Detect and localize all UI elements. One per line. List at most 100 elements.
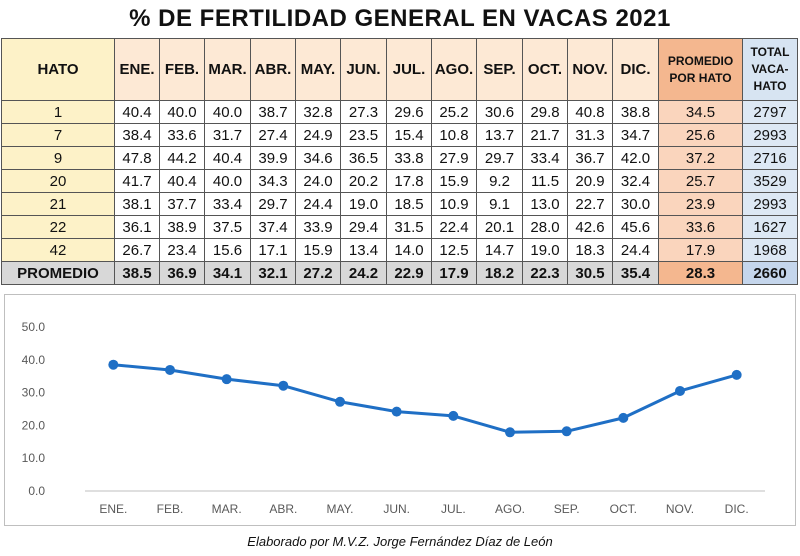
header-month: ABR. — [250, 38, 296, 101]
x-tick-label: ABR. — [269, 502, 297, 516]
total-cell: 2797 — [742, 100, 798, 124]
month-value-cell: 29.7 — [476, 146, 523, 170]
month-value-cell: 17.1 — [250, 238, 296, 262]
month-value-cell: 42.0 — [612, 146, 659, 170]
month-value-cell: 14.0 — [386, 238, 432, 262]
hato-cell: 7 — [1, 123, 115, 147]
average-value-cell: 35.4 — [612, 261, 659, 285]
total-cell: 2993 — [742, 192, 798, 216]
month-value-cell: 29.7 — [250, 192, 296, 216]
month-value-cell: 38.9 — [159, 215, 205, 239]
month-value-cell: 32.8 — [295, 100, 341, 124]
month-value-cell: 9.1 — [476, 192, 523, 216]
header-month: ENE. — [114, 38, 160, 101]
month-value-cell: 13.4 — [340, 238, 387, 262]
month-value-cell: 29.6 — [386, 100, 432, 124]
y-tick-label: 20.0 — [22, 418, 46, 432]
x-tick-label: DIC. — [725, 502, 749, 516]
month-value-cell: 34.6 — [295, 146, 341, 170]
month-value-cell: 10.8 — [431, 123, 477, 147]
total-cell: 2716 — [742, 146, 798, 170]
month-value-cell: 33.4 — [204, 192, 251, 216]
promedio-cell: 34.5 — [658, 100, 743, 124]
fertility-line-chart: 0.0 10.0 20.0 30.0 40.0 50.0 ENE. FEB. MAR. ABR. M… — [22, 320, 765, 516]
month-value-cell: 41.7 — [114, 169, 160, 193]
month-value-cell: 24.0 — [295, 169, 341, 193]
x-tick-label: FEB. — [157, 502, 184, 516]
month-value-cell: 40.0 — [204, 100, 251, 124]
average-value-cell: 38.5 — [114, 261, 160, 285]
x-tick-label: NOV. — [666, 502, 694, 516]
month-value-cell: 24.4 — [612, 238, 659, 262]
month-value-cell: 26.7 — [114, 238, 160, 262]
y-tick-label: 50.0 — [22, 320, 46, 334]
total-cell: 1968 — [742, 238, 798, 262]
table-row: 7 38.4 33.6 31.7 27.4 24.9 23.5 15.4 10.8 13.7 21.… — [1, 123, 798, 147]
x-tick-label: MAR. — [212, 502, 242, 516]
month-value-cell: 10.9 — [431, 192, 477, 216]
month-value-cell: 37.4 — [250, 215, 296, 239]
month-value-cell: 34.3 — [250, 169, 296, 193]
series-line — [111, 363, 739, 434]
data-point — [618, 412, 629, 423]
month-value-cell: 29.8 — [522, 100, 568, 124]
average-value-cell: 22.9 — [386, 261, 432, 285]
month-value-cell: 20.9 — [567, 169, 613, 193]
data-point — [561, 426, 572, 437]
month-value-cell: 20.1 — [476, 215, 523, 239]
header-month: NOV. — [567, 38, 613, 101]
x-tick-label: AGO. — [495, 502, 525, 516]
header-month: MAR. — [204, 38, 251, 101]
month-value-cell: 22.4 — [431, 215, 477, 239]
month-value-cell: 23.5 — [340, 123, 387, 147]
average-total-cell: 2660 — [742, 261, 798, 285]
average-value-cell: 18.2 — [476, 261, 523, 285]
header-month: AGO. — [431, 38, 477, 101]
month-value-cell: 24.4 — [295, 192, 341, 216]
header-total-line2: VACA- — [751, 62, 789, 76]
data-point — [448, 410, 459, 421]
header-month: DIC. — [612, 38, 659, 101]
hato-cell: 20 — [1, 169, 115, 193]
month-value-cell: 33.8 — [386, 146, 432, 170]
average-value-cell: 36.9 — [159, 261, 205, 285]
hato-cell: 22 — [1, 215, 115, 239]
average-label-cell: PROMEDIO — [1, 261, 115, 285]
month-value-cell: 31.3 — [567, 123, 613, 147]
month-value-cell: 47.8 — [114, 146, 160, 170]
month-value-cell: 22.7 — [567, 192, 613, 216]
header-total-line3: HATO — [753, 79, 787, 93]
month-value-cell: 33.9 — [295, 215, 341, 239]
data-point — [165, 364, 175, 375]
data-point — [335, 396, 345, 407]
month-value-cell: 15.9 — [431, 169, 477, 193]
month-value-cell: 28.0 — [522, 215, 568, 239]
promedio-cell: 25.7 — [658, 169, 743, 193]
header-month: FEB. — [159, 38, 205, 101]
chart-panel: 0.0 10.0 20.0 30.0 40.0 50.0 ENE. FEB. MAR. ABR. M… — [4, 294, 796, 526]
month-value-cell: 29.4 — [340, 215, 387, 239]
month-value-cell: 23.4 — [159, 238, 205, 262]
month-value-cell: 11.5 — [522, 169, 568, 193]
total-cell: 1627 — [742, 215, 798, 239]
month-value-cell: 25.2 — [431, 100, 477, 124]
footer-credit: Elaborado por M.V.Z. Jorge Fernández Día… — [247, 534, 553, 549]
month-value-cell: 36.1 — [114, 215, 160, 239]
promedio-cell: 33.6 — [658, 215, 743, 239]
header-total-vaca-hato: TOTAL VACA- HATO — [742, 38, 798, 101]
table-body: 1 40.4 40.0 40.0 38.7 32.8 27.3 29.6 25.2 30.6 29.… — [1, 100, 798, 285]
month-value-cell: 38.4 — [114, 123, 160, 147]
header-promedio-por-hato: PROMEDIO POR HATO — [658, 38, 743, 101]
month-value-cell: 21.7 — [522, 123, 568, 147]
y-tick-label: 40.0 — [22, 353, 46, 367]
month-value-cell: 37.7 — [159, 192, 205, 216]
month-value-cell: 44.2 — [159, 146, 205, 170]
total-cell: 3529 — [742, 169, 798, 193]
average-value-cell: 32.1 — [250, 261, 296, 285]
month-value-cell: 15.4 — [386, 123, 432, 147]
month-value-cell: 32.4 — [612, 169, 659, 193]
promedio-cell: 25.6 — [658, 123, 743, 147]
data-point — [221, 374, 232, 385]
average-value-cell: 22.3 — [522, 261, 568, 285]
month-value-cell: 30.0 — [612, 192, 659, 216]
